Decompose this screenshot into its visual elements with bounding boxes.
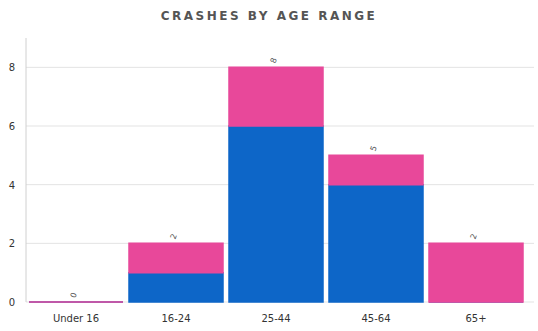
bar-segment [329, 155, 423, 184]
y-tick-label: 2 [9, 238, 15, 249]
bars [29, 67, 523, 302]
total-label: 2 [469, 233, 479, 241]
bar-segment [29, 301, 123, 303]
x-tick-label: 16-24 [161, 313, 190, 324]
x-tick-label: 65+ [465, 313, 486, 324]
x-tick-label: 45-64 [361, 313, 390, 324]
total-label: 8 [269, 57, 279, 65]
bar-segment [429, 243, 523, 302]
chart: CRASHES BY AGE RANGE 0 2 4 6 8 Under 16 0 16-24 2… [0, 0, 538, 331]
x-tick-label: Under 16 [53, 313, 99, 324]
y-tick-label: 4 [9, 180, 15, 191]
total-label: 0 [69, 291, 79, 299]
y-tick-label: 8 [9, 62, 15, 73]
x-tick-label: 25-44 [261, 313, 290, 324]
title: CRASHES BY AGE RANGE [161, 9, 378, 23]
y-tick-label: 0 [9, 297, 15, 308]
bar-segment [129, 273, 223, 302]
bar-segment [129, 243, 223, 272]
total-label: 2 [169, 233, 179, 241]
y-tick-label: 6 [9, 121, 15, 132]
total-label: 5 [369, 145, 379, 153]
bar-segment [229, 126, 323, 302]
y-axis-line [26, 38, 27, 302]
bar-segment [229, 67, 323, 126]
bar-segment [29, 301, 123, 303]
bar-segment [329, 185, 423, 302]
